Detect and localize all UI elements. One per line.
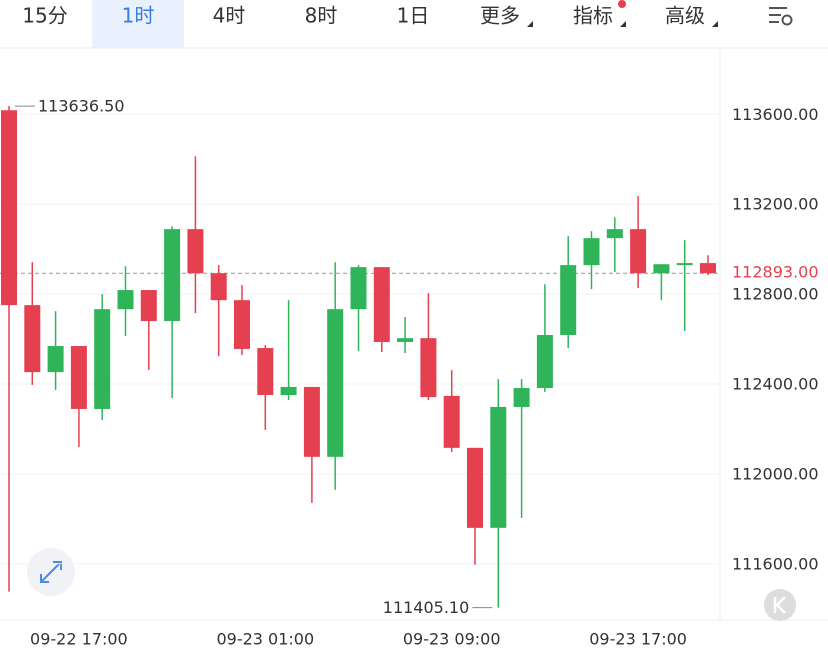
candle-body [24,305,41,373]
candle-body [280,386,297,396]
candle-body [513,388,530,407]
x-tick-label: 09-23 09:00 [403,630,501,649]
y-tick-label: 112000.00 [732,464,819,483]
candle-body [583,238,600,266]
candle-body [606,229,623,239]
candle-body [327,309,344,457]
y-tick-label: 113200.00 [732,195,819,214]
last-price-label: 112893.00 [732,263,819,282]
tab[interactable]: 8时 [305,4,338,28]
candle-body [257,348,274,396]
candle-body [630,229,647,274]
candle-body [140,290,157,322]
y-tick-label: 111600.00 [732,554,819,573]
candle-body [303,386,320,457]
extreme-label: 111405.10 [383,598,470,617]
x-tick-label: 09-22 17:00 [30,630,128,649]
candle-body [560,265,577,336]
candle-body [234,300,250,349]
candle-body [397,338,414,342]
y-tick-label: 113600.00 [732,105,819,124]
candle-body [117,290,134,310]
candle-body [164,229,181,322]
candle-body [47,346,64,373]
candle-body [1,110,17,306]
tab[interactable]: 1时 [122,4,155,28]
dropdown-triangle [620,21,626,27]
tab[interactable]: 4时 [213,4,246,28]
candle-body [373,267,390,342]
candle-body [70,346,87,409]
tab[interactable]: 指标 [573,4,613,28]
notification-dot [618,0,626,8]
candle-body [467,447,483,528]
candle-body [350,267,367,310]
x-tick-label: 09-23 01:00 [216,630,314,649]
extreme-label: 113636.50 [38,97,125,116]
candle-body [94,309,111,409]
dropdown-triangle [712,21,718,27]
candle-body [536,335,553,389]
tab[interactable]: 更多 [480,4,520,28]
candle-body [490,406,507,528]
y-tick-label: 112400.00 [732,375,819,394]
tab[interactable]: 高级 [665,4,705,28]
settings-icon[interactable] [769,7,793,26]
reset-button[interactable] [764,589,796,621]
candle-body [443,395,460,448]
selected-tab-bg [92,0,184,48]
candle-body [187,229,204,274]
candle-body [653,264,670,274]
x-tick-label: 09-23 17:00 [589,630,687,649]
y-tick-label: 112800.00 [732,285,819,304]
candle-body [420,338,437,398]
tab[interactable]: 1日 [397,4,430,28]
dropdown-triangle [527,21,533,27]
candle-body [676,263,693,266]
expand-button[interactable] [27,548,75,596]
candle-body [210,273,227,301]
tab[interactable]: 15分 [22,4,67,28]
candle-body [700,263,716,274]
